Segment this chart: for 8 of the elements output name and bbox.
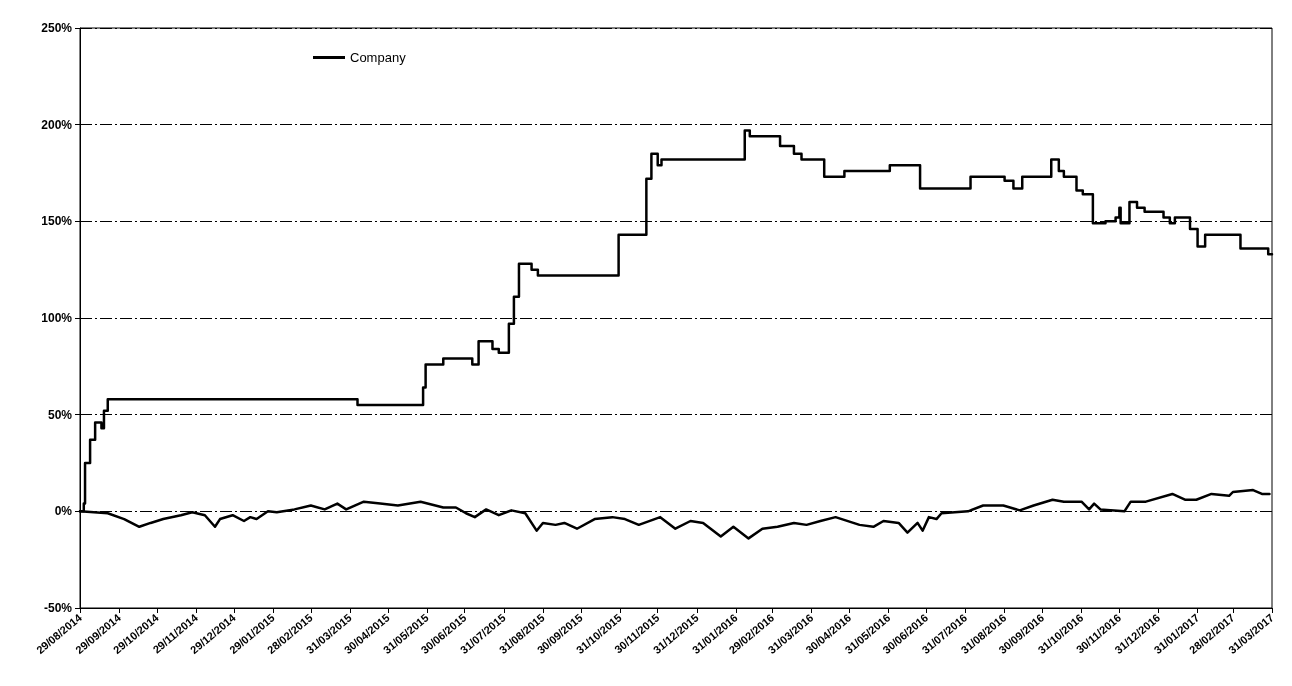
- y-tick-label: 0%: [54, 504, 73, 519]
- y-tick-label: 150%: [41, 214, 73, 229]
- y-tick-label: -50%: [43, 601, 73, 615]
- y-tick-label: 50%: [47, 407, 73, 422]
- legend-label: Company: [350, 50, 407, 65]
- y-tick-label: 100%: [41, 311, 73, 325]
- y-tick-label: 200%: [41, 117, 73, 132]
- y-tick-label: 250%: [41, 21, 73, 35]
